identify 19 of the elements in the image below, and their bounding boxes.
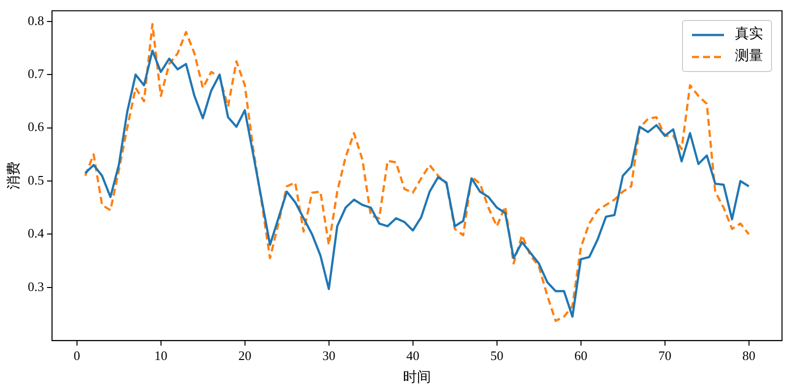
y-tick-label: 0.7: [28, 66, 45, 82]
x-tick-label: 50: [490, 348, 504, 363]
x-axis-title: 时间: [403, 369, 432, 386]
x-tick-label: 0: [74, 348, 80, 363]
x-tick-label: 20: [238, 348, 252, 363]
y-tick-label: 0.3: [28, 278, 44, 294]
x-tick-label: 10: [154, 348, 168, 363]
legend-label: 真实: [735, 25, 763, 44]
y-tick-label: 0.4: [28, 226, 45, 241]
y-tick-label: 0.5: [28, 172, 44, 188]
x-tick-label: 80: [742, 348, 756, 363]
y-tick-label: 0.6: [28, 119, 45, 134]
x-tick-label: 40: [406, 348, 420, 363]
x-tick-label: 60: [574, 348, 588, 363]
y-axis-title: 消费: [6, 162, 22, 190]
y-tick-label: 0.8: [28, 12, 44, 28]
x-tick-label: 30: [322, 348, 336, 363]
x-tick-label: 70: [658, 348, 672, 363]
legend-label: 测量: [735, 48, 763, 66]
